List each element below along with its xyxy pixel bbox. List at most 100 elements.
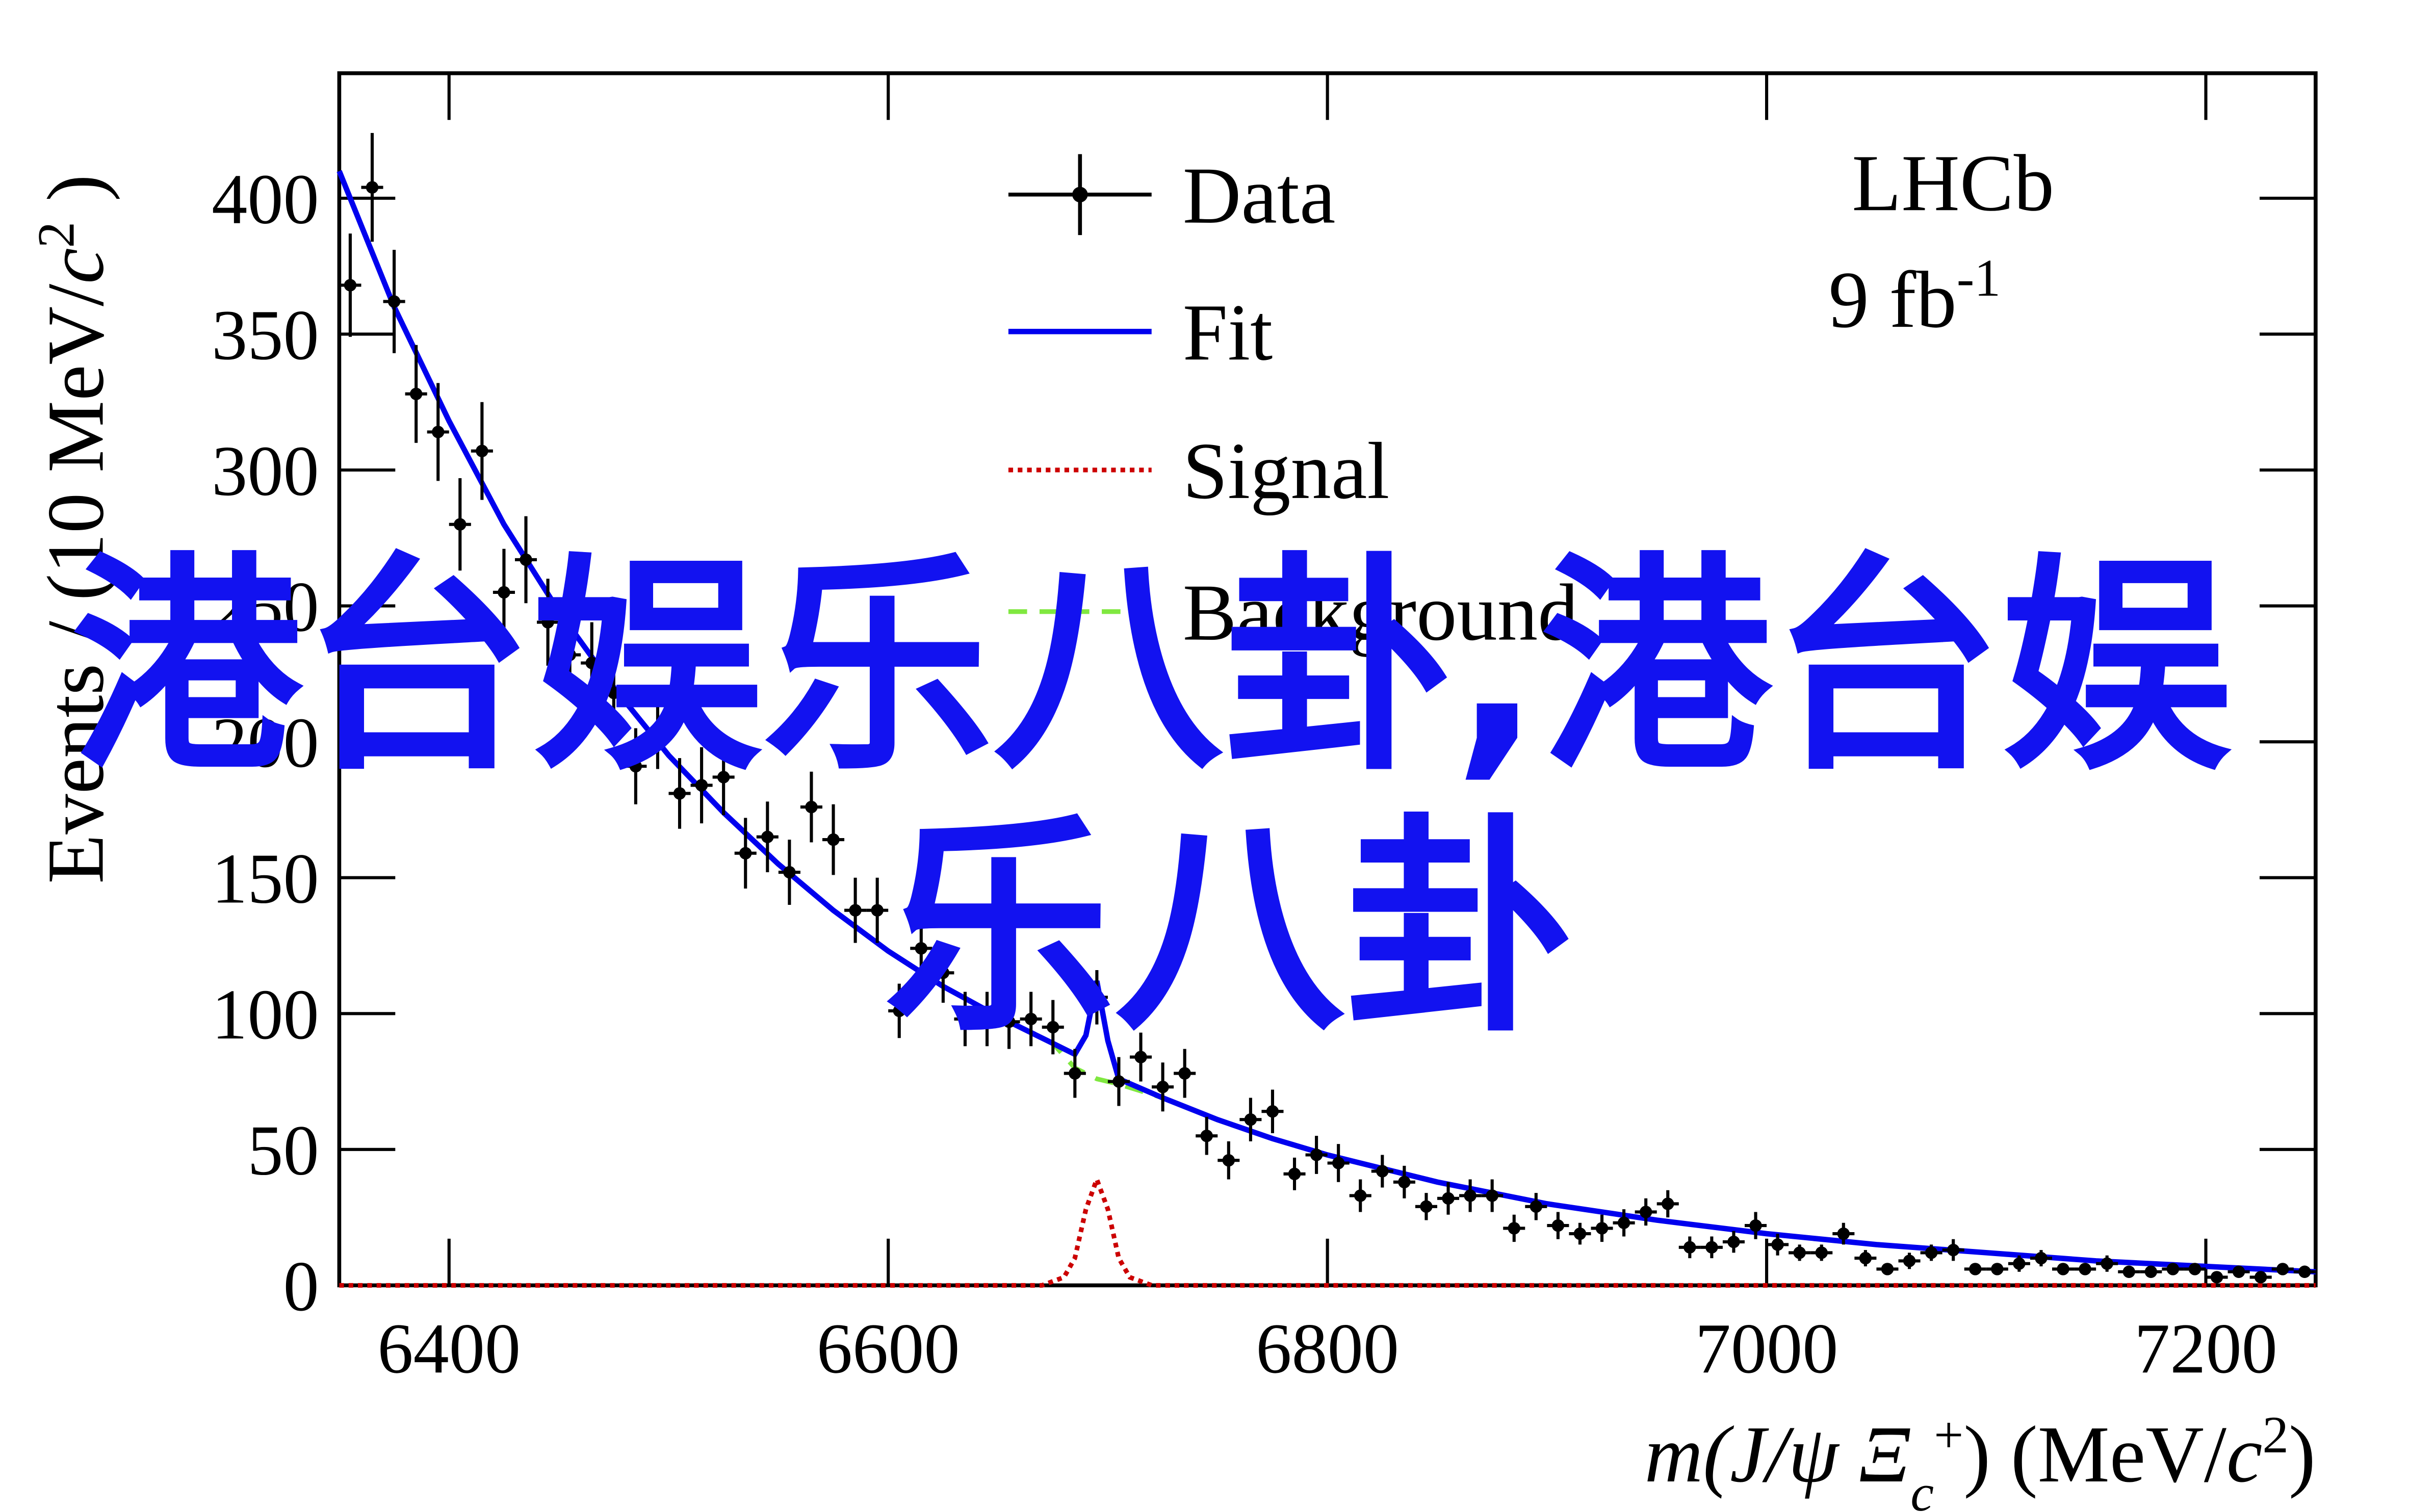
data-point: [1705, 1241, 1718, 1254]
data-point: [1859, 1252, 1872, 1265]
data-point: [2188, 1263, 2201, 1275]
data-point: [1376, 1165, 1389, 1178]
label-part: 2: [2262, 1406, 2289, 1464]
data-point: [1903, 1255, 1916, 1267]
data-point: [1442, 1192, 1455, 1205]
data-point: [673, 787, 686, 800]
data-point: [520, 553, 532, 566]
data-point: [1508, 1222, 1520, 1235]
y-tick-label: 100: [212, 975, 319, 1054]
data-point: [1749, 1219, 1762, 1232]
data-point: [1639, 1206, 1652, 1218]
data-point: [980, 1012, 994, 1026]
data-point: [695, 779, 708, 792]
data-point: [541, 616, 554, 629]
data-point: [1024, 1012, 1038, 1026]
y-tick-label: 250: [212, 567, 319, 646]
data-point: [1200, 1129, 1213, 1142]
data-point: [454, 518, 467, 531]
data-point: [1991, 1263, 2004, 1275]
x-tick-label: 7000: [1695, 1309, 1838, 1388]
data-point: [805, 800, 818, 814]
data-point: [629, 760, 642, 773]
legend-label: Data: [1183, 151, 1336, 241]
x-axis-label: m(J/ψ Ξc+) (MeV/c2): [1645, 1406, 2316, 1512]
data-point: [937, 967, 950, 979]
data-point: [2122, 1265, 2135, 1278]
y-tick-label: 150: [212, 840, 319, 919]
data-point: [387, 295, 401, 308]
data-point: [1551, 1219, 1565, 1232]
data-point: [2254, 1271, 2267, 1284]
data-point: [1771, 1238, 1784, 1251]
data-point: [717, 771, 730, 784]
data-point: [1881, 1263, 1894, 1275]
data-point: [1464, 1189, 1477, 1202]
data-point: [1069, 1067, 1081, 1080]
data-point: [915, 942, 928, 955]
data-point: [432, 426, 445, 438]
data-point: [585, 657, 598, 669]
data-point: [1266, 1105, 1279, 1118]
data-point: [1727, 1235, 1740, 1248]
data-point: [2276, 1263, 2289, 1275]
luminosity: 9 fb: [1828, 255, 1956, 345]
x-tick-label: 6800: [1256, 1309, 1399, 1388]
data-point: [849, 904, 862, 917]
legend-label: Background: [1183, 568, 1578, 658]
data-point: [651, 724, 664, 738]
y-tick-label: 400: [212, 160, 319, 239]
x-tick-label: 6400: [377, 1309, 521, 1388]
legend-label: Fit: [1183, 288, 1273, 377]
curve-fit: [336, 170, 2316, 1275]
data-point: [739, 847, 752, 859]
data-point: [1288, 1167, 1301, 1181]
data-point: [1310, 1149, 1323, 1161]
data-point: [1047, 1021, 1059, 1034]
label-part: (J/ψ: [1703, 1410, 1859, 1499]
watermark: 乐八卦: [884, 795, 1575, 1063]
label-part: m: [1645, 1410, 1703, 1499]
label-part: 2: [27, 222, 85, 248]
label-part: ): [31, 174, 120, 222]
data-point: [1332, 1157, 1345, 1169]
data-point: [498, 586, 510, 599]
legend-marker: [1072, 187, 1088, 202]
data-point: [1683, 1241, 1696, 1254]
data-point: [1969, 1263, 1982, 1275]
data-point: [2101, 1257, 2113, 1270]
watermark: 港台娱乐八卦,港台娱: [71, 533, 2232, 801]
label-part: Events / (10 MeV/: [31, 283, 120, 884]
data-point: [607, 686, 620, 699]
y-tick-label: 0: [283, 1247, 319, 1326]
data-point: [959, 1012, 972, 1026]
data-point: [827, 833, 840, 846]
data-point: [1156, 1081, 1169, 1093]
data-point: [2298, 1265, 2311, 1278]
label-part: c: [1910, 1464, 1934, 1512]
data-point: [1662, 1197, 1674, 1210]
data-point: [1530, 1200, 1543, 1213]
data-point: [366, 181, 379, 194]
data-point: [1178, 1067, 1191, 1080]
data-point: [1222, 1154, 1235, 1167]
label-part: Ξ: [1859, 1410, 1910, 1499]
data-point: [563, 648, 576, 661]
x-tick-label: 7200: [2134, 1309, 2277, 1388]
data-point: [2035, 1252, 2048, 1265]
data-point: [2057, 1263, 2069, 1275]
label-part: ) (MeV/: [1963, 1410, 2227, 1499]
data-point: [2079, 1263, 2091, 1275]
data-point: [1793, 1246, 1806, 1259]
data-point: [2210, 1271, 2223, 1284]
data-point: [1947, 1243, 1960, 1257]
legend-label: Signal: [1183, 427, 1390, 516]
data-point: [871, 904, 884, 917]
data-point: [344, 279, 357, 292]
data-point: [1486, 1189, 1498, 1202]
y-tick-label: 200: [212, 703, 319, 783]
y-tick-label: 300: [212, 432, 319, 511]
data-point: [1134, 1051, 1147, 1063]
label-part: +: [1934, 1406, 1963, 1464]
